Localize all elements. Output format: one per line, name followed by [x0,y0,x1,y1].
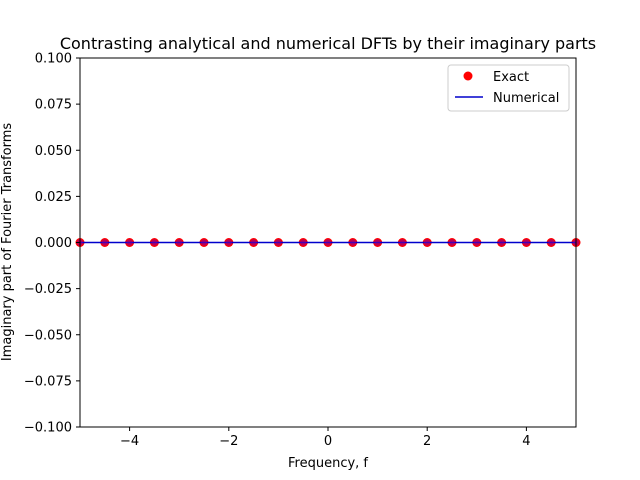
y-tick-label: 0.050 [35,144,72,159]
plot-area [75,57,581,428]
legend-box [447,64,570,112]
x-tick-label: 4 [522,434,530,449]
legend-exact-label: Exact [493,70,529,85]
legend: Exact Numerical [447,64,570,112]
exact-point-overlap [275,239,282,246]
exact-point-overlap [498,239,505,246]
exact-point-overlap [176,239,183,246]
x-tick-label: −2 [219,434,238,449]
legend-numerical-label: Numerical [493,91,559,106]
exact-point-overlap [473,239,480,246]
exact-point-overlap [448,239,456,246]
y-tick-label: −0.075 [24,374,72,389]
exact-point-overlap [250,239,257,246]
x-tick-label: 2 [423,434,431,449]
x-axis: −4 −2 0 2 4 [120,427,531,449]
y-tick-label: 0.025 [35,190,72,205]
y-axis: −0.100 −0.075 −0.050 −0.025 0.000 0.025 0.050 0… [24,52,80,436]
y-tick-label: −0.050 [24,328,72,343]
exact-point-overlap [424,239,431,246]
exact-point-overlap [300,239,307,246]
exact-point-overlap [151,239,158,246]
exact-point-overlap [101,239,109,246]
y-tick-label: 0.000 [35,236,72,251]
y-tick-label: −0.025 [24,282,72,297]
y-tick-label: 0.100 [35,52,72,67]
y-tick-label: −0.100 [24,421,72,436]
exact-point-overlap [126,239,133,246]
exact-point-overlap [324,239,332,246]
exact-point-overlap [225,239,232,246]
exact-point-overlap [200,239,208,246]
x-tick-label: 0 [324,434,332,449]
exact-point-overlap [349,239,356,246]
exact-point-overlap [548,239,555,246]
legend-exact-marker [463,71,473,81]
exact-point-overlap [374,239,381,246]
x-tick-label: −4 [120,434,139,449]
exact-point-overlap [523,239,530,246]
x-axis-label: Frequency, f [288,456,368,471]
data-layer [75,238,581,247]
exact-point-overlap [399,239,406,246]
y-axis-label: Imaginary part of Fourier Transforms [0,123,15,361]
y-tick-label: 0.075 [35,98,72,113]
chart-title: Contrasting analytical and numerical DFT… [60,34,596,53]
